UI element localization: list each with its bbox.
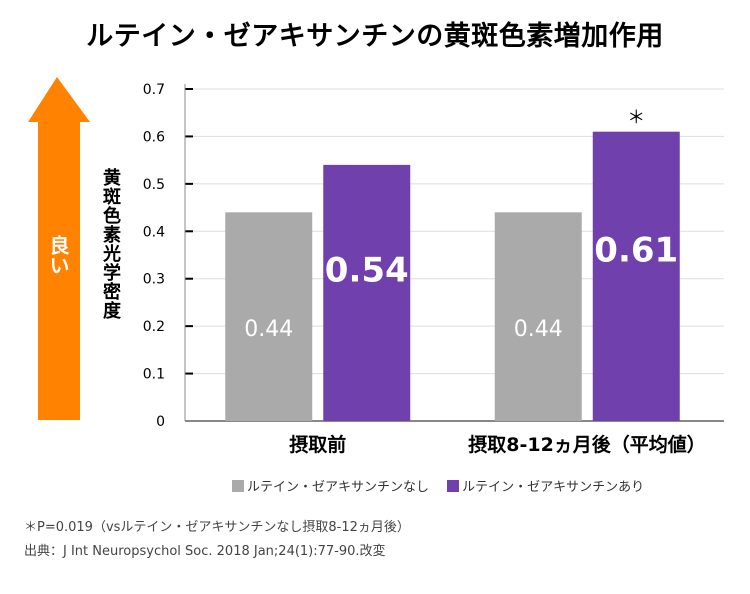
x-category-label: 摂取8-12ヵ月後（平均値） [468, 434, 706, 456]
source-citation: 出典：J Int Neuropsychol Soc. 2018 Jan;24(1… [24, 544, 386, 559]
footnotes: ＊P=0.019（vsルテイン・ゼアキサンチンなし摂取8-12ヵ月後） 出典：J… [24, 516, 410, 564]
bar-value-label: 0.54 [325, 250, 409, 290]
legend-swatch-without [232, 479, 244, 492]
bar-value-label: 0.61 [594, 230, 678, 270]
bar-with-1 [592, 131, 680, 421]
bar-value-label: 0.44 [244, 317, 293, 342]
bar-without-1 [494, 212, 582, 421]
legend: ルテイン・ゼアキサンチンなし ルテイン・ゼアキサンチンあり [232, 476, 658, 496]
y-tick-label: 0.4 [143, 224, 165, 240]
significance-marker: ＊ [627, 108, 645, 129]
legend-label-without: ルテイン・ゼアキサンチンなし [247, 480, 430, 495]
good-direction-label: 良い [46, 235, 70, 275]
bar-with-0 [323, 164, 411, 421]
y-tick-label: 0.5 [143, 177, 165, 193]
good-direction-arrow-icon [28, 77, 90, 420]
y-tick-label: 0.1 [143, 367, 165, 383]
y-tick-label: 0.6 [143, 129, 165, 145]
y-tick-label: 0 [156, 414, 165, 430]
y-tick-label: 0.3 [143, 272, 165, 288]
y-tick-label: 0.7 [143, 82, 165, 98]
legend-label-with: ルテイン・ゼアキサンチンあり [462, 480, 645, 495]
y-axis-label: 黄斑色素光学密度 [100, 168, 121, 320]
x-category-label: 摂取前 [289, 434, 347, 456]
arrow-shape [28, 77, 90, 420]
bar-chart: 0 0.1 0.2 0.3 0.4 0.5 0.6 0.7 0.44 0.54 0.44 0.61 ＊ [143, 82, 724, 430]
legend-item-with: ルテイン・ゼアキサンチンあり [447, 476, 644, 495]
legend-item-without: ルテイン・ゼアキサンチンなし [232, 476, 429, 495]
bar-without-0 [225, 212, 313, 421]
legend-swatch-with [447, 479, 460, 492]
bar-value-label: 0.44 [514, 317, 563, 342]
chart-title: ルテイン・ゼアキサンチンの黄斑色素増加作用 [86, 21, 664, 52]
y-tick-label: 0.2 [143, 319, 165, 335]
significance-note: ＊P=0.019（vsルテイン・ゼアキサンチンなし摂取8-12ヵ月後） [24, 520, 410, 535]
